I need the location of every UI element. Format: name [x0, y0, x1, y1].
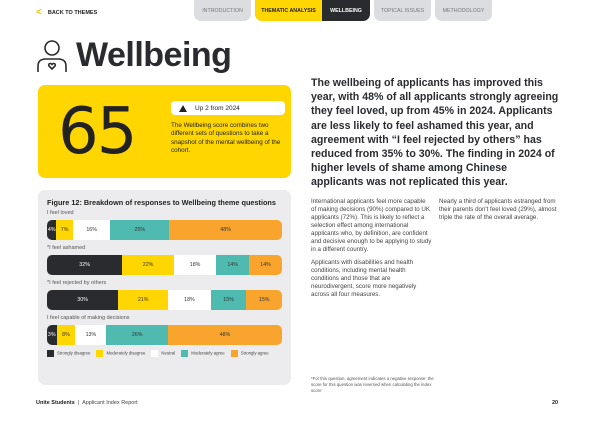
bar-segment: 22%: [122, 255, 174, 275]
col2-paragraph: Nearly a third of applicants estranged f…: [439, 197, 557, 221]
legend-item: Moderately agree: [181, 350, 225, 357]
stacked-bar: 3% 8% 13% 26% 48%: [47, 325, 282, 345]
question-label: I feel capable of making decisions: [47, 315, 130, 321]
tab-wellbeing[interactable]: WELLBEING: [322, 0, 370, 21]
lead-paragraph: The wellbeing of applicants has improved…: [311, 77, 559, 189]
legend-label: Moderately disagree: [106, 350, 146, 356]
bar-segment: 7%: [56, 220, 73, 240]
legend-item: Strongly agree: [230, 350, 269, 357]
text-columns: International applicants feel more capab…: [311, 198, 561, 304]
stacked-bar: 32% 22% 18% 14% 14%: [47, 255, 282, 275]
tab-topical-issues[interactable]: TOPICAL ISSUES: [374, 0, 431, 21]
col1-paragraph: International applicants feel more capab…: [311, 197, 432, 253]
legend-swatch: [96, 350, 104, 357]
page-heading: Wellbeing: [76, 36, 232, 74]
stacked-bar: 30% 21% 18% 15% 15%: [47, 290, 282, 310]
stacked-bar: 4% 7% 16% 25% 48%: [47, 220, 282, 240]
back-label: BACK TO THEMES: [47, 9, 98, 16]
legend-swatch: [151, 350, 159, 357]
legend-label: Neutral: [161, 350, 176, 356]
bar-segment: 15%: [246, 290, 282, 310]
column-2: Nearly a third of applicants estranged f…: [439, 198, 560, 304]
bar-segment: 32%: [47, 255, 123, 275]
bar-segment: 18%: [168, 290, 211, 310]
bar-segment: 26%: [106, 325, 169, 345]
bar-segment: 48%: [168, 325, 282, 345]
legend-swatch: [181, 350, 189, 357]
chart-legend: Strongly disagree Moderately disagree Neut…: [47, 350, 282, 357]
footer-brand: Unite Students: [36, 400, 75, 406]
bar-segment: 14%: [249, 255, 282, 275]
bar-segment: 3%: [47, 325, 57, 345]
legend-item: Moderately disagree: [96, 350, 145, 357]
bar-segment: 15%: [210, 290, 247, 310]
score-card: 65 Up 2 from 2024 The Wellbeing score co…: [38, 85, 291, 178]
bar-segment: 25%: [110, 220, 170, 240]
footnote: *For this question, agreement indicates …: [311, 376, 434, 393]
bar-segment: 8%: [56, 325, 76, 345]
tab-thematic-analysis[interactable]: THEMATIC ANALYSIS: [255, 0, 322, 21]
bar-segment: 48%: [169, 220, 282, 240]
legend-label: Strongly agree: [240, 350, 269, 356]
tab-methodology[interactable]: METHODOLOGY: [435, 0, 492, 21]
tab-introduction[interactable]: INTRODUCTION: [194, 0, 251, 21]
bar-segment: 4%: [47, 220, 57, 240]
up-triangle-icon: [179, 104, 187, 112]
chevron-left-icon: <: [36, 7, 42, 18]
legend-label: Moderately agree: [191, 350, 225, 356]
bar-segment: 30%: [47, 290, 119, 310]
question-label: *I feel rejected by others: [47, 280, 107, 286]
bar-segment: 13%: [75, 325, 107, 345]
question-label: *I feel ashamed: [47, 245, 86, 251]
wellbeing-chart: Figure 12: Breakdown of responses to Wel…: [38, 190, 291, 385]
col1-paragraph: Applicants with disabilities and health …: [311, 258, 417, 298]
legend-item: Neutral: [151, 350, 175, 357]
chart-title: Figure 12: Breakdown of responses to Wel…: [47, 198, 276, 207]
bar-segment: 21%: [118, 290, 169, 310]
legend-swatch: [230, 350, 238, 357]
back-to-themes-link[interactable]: < BACK TO THEMES: [36, 7, 97, 18]
page-number: 20: [552, 400, 559, 406]
question-label: I feel loved: [47, 210, 74, 216]
column-1: International applicants feel more capab…: [311, 198, 432, 304]
bar-segment: 16%: [72, 220, 111, 240]
score-change: Up 2 from 2024: [195, 104, 240, 112]
footer-report: Applicant Index Report: [82, 400, 138, 406]
bar-segment: 14%: [216, 255, 250, 275]
legend-label: Strongly disagree: [57, 350, 91, 356]
legend-swatch: [47, 350, 54, 357]
bar-segment: 18%: [173, 255, 217, 275]
page-title: Wellbeing: [36, 36, 232, 75]
right-text-area: The wellbeing of applicants has improved…: [311, 76, 561, 394]
score-change-badge: Up 2 from 2024: [171, 101, 285, 115]
score-value: 65: [58, 95, 137, 169]
footer: Unite Students | Applicant Index Report: [36, 400, 138, 406]
legend-item: Strongly disagree: [47, 350, 90, 357]
person-heart-icon: [37, 39, 67, 72]
section-tabs: INTRODUCTION THEMATIC ANALYSIS WELLBEING…: [194, 0, 492, 21]
score-description: The Wellbeing score combines two differe…: [171, 122, 281, 154]
